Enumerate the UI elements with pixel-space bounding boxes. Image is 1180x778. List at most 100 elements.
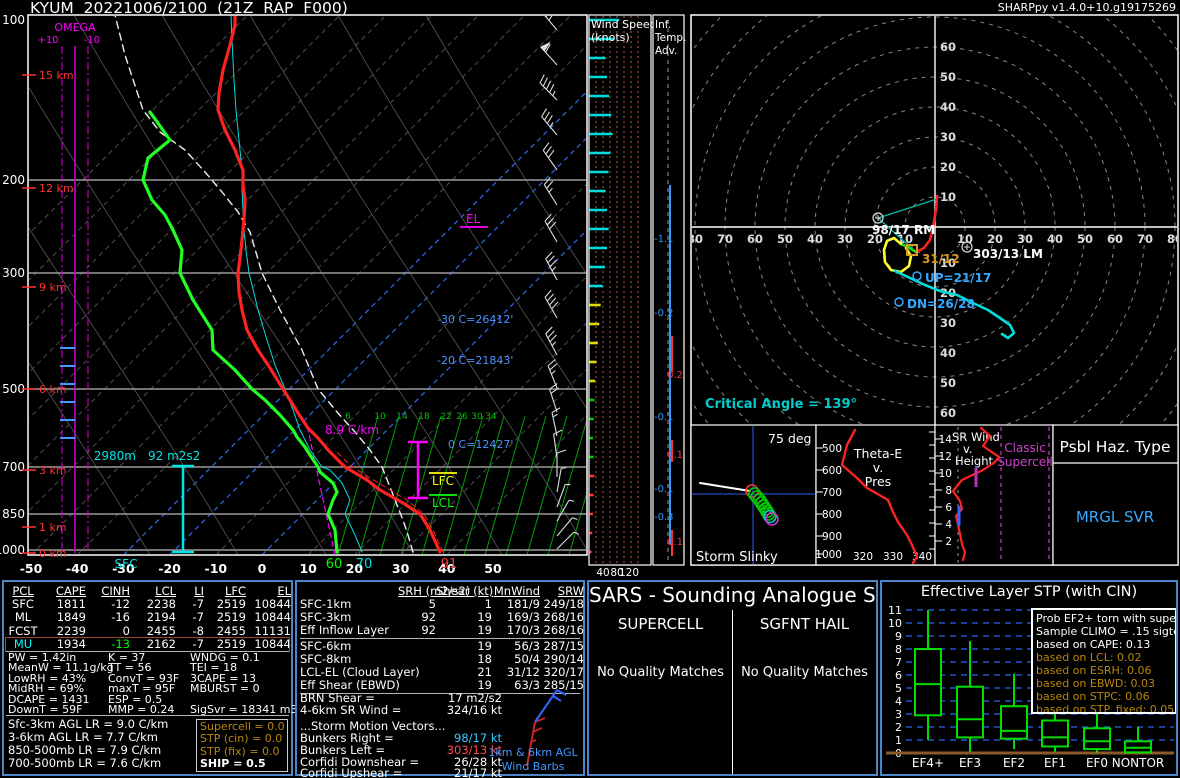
ring-label: 20 [987,232,1003,246]
index-value: SigSvr = 18341 m3/s3 [190,703,314,717]
stp-panel[interactable]: 01234567891011EF4+EF3EF2EF1EF0NONTOREffe… [880,580,1178,776]
stp-category-label: EF1 [1044,756,1066,770]
kinematic-value-row: Bunkers Left = 303/13 kt [300,742,502,757]
parcel-row[interactable]: MU 1934 -13 2162 -7 2519 10844 [5,636,291,652]
legend-line: based on LCL: 0.02 [1036,651,1142,664]
profiles [114,16,444,554]
wind-barb-icon [545,251,558,281]
freezing-level: 0 C=12427' [448,438,513,451]
temp-adv-value: 0.1 [667,537,683,548]
parcel-row[interactable]: SFC 1811 -12 2238 -7 2519 10844 [12,597,291,612]
shear-table: SRH (m2/s2) Shear (kt) MnWind SRW SFC-1km 5 1 1… [300,584,584,695]
index-value: WNDG = 0.1 [190,651,260,664]
ring-label: 40 [940,346,956,360]
wind-barb-icon [539,74,558,101]
srwind-height-tick: 6 [945,502,952,514]
shear-row: SFC-8km 18 50/4 290/14 [300,652,584,666]
temp-adv-value: -1.1 [654,234,674,245]
height-km-label: 6 km [39,383,67,396]
index-value: ConvT = 93F [108,671,180,685]
parcel-stats-panel[interactable]: PCL CAPE CINH LCL LI LFC EL SFC 1811 -12 2238 -7 251… [2,580,314,776]
temp-adv-value: -0.1 [654,484,674,495]
hazard-type-inset[interactable]: Psbl Haz. Type MRGL SVR [1052,424,1179,566]
stp-ytick: 4 [895,695,902,708]
kinematic-value-row: Corfidi Upshear = 21/17 kt [300,766,502,778]
lapse-rates-list: Sfc-3km AGL LR = 9.0 C/km 3-6km AGL LR = … [8,718,168,770]
sars-hail-column[interactable]: SGFNT HAIL No Quality Matches [732,610,876,774]
wind-speed-axis-label: 80 [610,567,623,578]
temp-adv-title: Temp. [654,32,686,44]
temp-axis-label: 50 [484,561,502,576]
stp-probability-legend: Prob EF2+ torn with supercellSample CLIM… [1032,609,1176,713]
shear-row: SRH (m2/s2) Shear (kt) MnWind SRW [398,584,584,598]
ring-label: 60 [940,406,956,420]
parcel-row[interactable]: FCST 2239 0 2455 -8 2455 11131 [8,623,292,638]
kinematic-value-row: Bunkers Right = 98/17 kt [300,730,502,745]
stp-box-EF3 [956,641,984,752]
shear-row: SFC-1km 5 1 181/9 249/18 [300,597,584,611]
stp-box-NONTOR [1124,727,1152,754]
lapse-rate-value: 3-6km AGL LR = 7.7 C/km [8,730,158,744]
wind-barb-column [539,16,579,550]
stp-chart-title: Effective Layer STP (with CIN) [921,584,1137,600]
wind-barb-caption: 1km & 6km AGL Wind Barbs [480,746,586,774]
bunkers-right-marker: 98/17 RM [872,212,935,237]
shear-row: Eff Shear (EBWD) 19 63/3 285/15 [300,678,584,692]
agl-wind-barbs-icon [526,689,567,767]
skewt-diagram[interactable]: 610141822263034100200300500700850100015 … [0,0,690,578]
sounding-title: KYUM 20221006/2100 (21Z RAP F000) [30,0,348,17]
storm-slinky-inset[interactable]: 75 deg Storm Slinky [690,424,817,566]
wind-barb-icon [556,517,578,537]
composite-index: STP (fix) = 0.0 [200,744,280,758]
index-value: MBURST = 0 [190,682,260,696]
ring-label: 40 [1047,232,1063,246]
sars-title: SARS - Sounding Analogue System [589,583,876,607]
skewt-gridlines: 6 10 14 18 22 26 30 34 [29,16,586,554]
srwind-height-tick: 2 [945,536,952,548]
srwind-curve [951,426,1001,562]
srwind-height-tick: 8 [945,485,952,497]
thetae-pressure-tick: 900 [822,531,842,543]
wind-speed-axis-label: 120 [619,567,639,578]
temp-axis-label: -10 [205,561,228,576]
srwind-height-tick: 12 [939,451,952,463]
sfc-wetbulb-f: 70 [356,557,373,572]
ring-label: 50 [940,376,956,390]
temp-axis-label: 10 [299,561,317,576]
app-version: SHARPpy v1.4.0+10.g19175269 [997,1,1176,14]
mean-wind-marker: 31/12 [906,244,960,266]
index-value: ESP = 0.5 [108,692,163,706]
sars-panel[interactable]: SARS - Sounding Analogue System SUPERCEL… [587,580,878,776]
parcel-row[interactable]: ML 1849 -16 2194 -7 2519 10844 [14,610,291,625]
sars-supercell-column[interactable]: SUPERCELL No Quality Matches [589,610,732,774]
parcel-table: PCL CAPE CINH LCL LI LFC EL SFC 1811 -12 2238 -7 251… [5,584,292,652]
stp-ytick: 2 [895,721,902,734]
wind-barb-icon [541,108,558,136]
temp-axis-label: 0 [258,561,267,576]
height-km-label: 0 km [39,547,67,560]
wind-barb-icon [544,213,558,243]
pressure-label: 200 [2,173,25,187]
lapse-rate-label: 8.9 C/km [325,423,379,437]
bunkers-left-marker: 303/13 LM [961,241,1043,261]
kinematics-panel[interactable]: SRH (m2/s2) Shear (kt) MnWind SRW SFC-1km 5 1 1… [295,580,586,778]
sars-match-status: No Quality Matches [741,665,868,680]
sfc-temp-f: 91 [441,557,458,572]
divider [6,715,289,716]
stp-ytick: 11 [888,604,902,617]
stp-category-label: NONTOR [1112,756,1165,770]
lapse-rate-bar [408,440,428,500]
el-label: EL [466,212,481,226]
thetae-pressure-tick: 800 [822,509,842,521]
6km-barb-icon [534,689,567,723]
kinematic-value-row: Corfidi Downshear = 26/28 kt [300,754,502,769]
stp-ytick: 8 [895,643,902,656]
ring-label: 40 [940,100,956,114]
hodo-0-3km [914,194,939,254]
thetae-axis-tick: 330 [883,551,903,563]
inflow-depth-label: 2980m [94,449,136,463]
caption-line: 1km & 6km AGL [488,746,578,759]
